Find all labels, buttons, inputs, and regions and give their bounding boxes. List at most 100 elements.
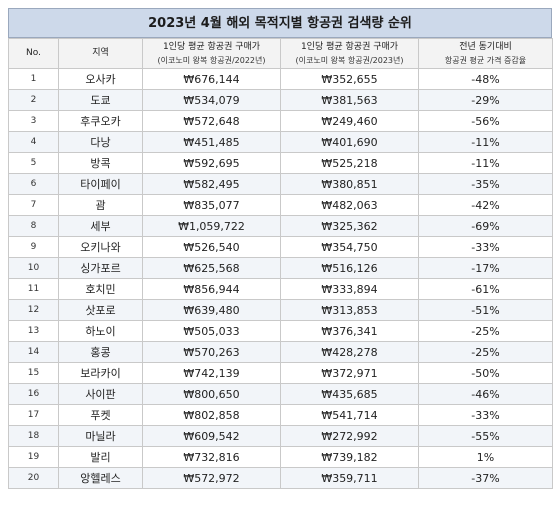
cell-change: -69% [418, 215, 553, 237]
table-row: 3 후쿠오카 ₩572,648 ₩249,460 -56% [8, 110, 553, 132]
table-row: 13 하노이 ₩505,033 ₩376,341 -25% [8, 320, 553, 342]
cell-price-2022: ₩570,263 [142, 341, 281, 363]
cell-price-2022: ₩732,816 [142, 446, 281, 468]
table-row: 9 오키나와 ₩526,540 ₩354,750 -33% [8, 236, 553, 258]
cell-price-2022: ₩676,144 [142, 68, 281, 90]
cell-price-2023: ₩482,063 [280, 194, 419, 216]
cell-change: -11% [418, 152, 553, 174]
cell-price-2022: ₩572,648 [142, 110, 281, 132]
cell-no: 11 [8, 278, 59, 300]
cell-price-2023: ₩541,714 [280, 404, 419, 426]
cell-region: 삿포로 [58, 299, 143, 321]
cell-change: -33% [418, 236, 553, 258]
cell-price-2022: ₩609,542 [142, 425, 281, 447]
cell-price-2022: ₩572,972 [142, 467, 281, 489]
header-change: 전년 동기대비 항공권 평균 가격 증감율 [418, 38, 553, 69]
cell-region: 앙헬레스 [58, 467, 143, 489]
header-price-2022-line2: (이코노미 왕복 항공권/2022년) [157, 55, 266, 65]
cell-price-2022: ₩505,033 [142, 320, 281, 342]
cell-price-2022: ₩802,858 [142, 404, 281, 426]
cell-change: -51% [418, 299, 553, 321]
cell-price-2023: ₩516,126 [280, 257, 419, 279]
table-row: 20 앙헬레스 ₩572,972 ₩359,711 -37% [8, 467, 553, 489]
cell-no: 1 [8, 68, 59, 90]
table-row: 12 삿포로 ₩639,480 ₩313,853 -51% [8, 299, 553, 321]
cell-region: 방콕 [58, 152, 143, 174]
header-price-2023-line1: 1인당 평균 항공권 구매가 [300, 41, 399, 52]
cell-region: 사이판 [58, 383, 143, 405]
cell-change: -46% [418, 383, 553, 405]
cell-price-2023: ₩372,971 [280, 362, 419, 384]
cell-change: -55% [418, 425, 553, 447]
cell-no: 6 [8, 173, 59, 195]
table-row: 18 마닐라 ₩609,542 ₩272,992 -55% [8, 425, 553, 447]
cell-change: -33% [418, 404, 553, 426]
document-container: 2023년 4월 해외 목적지별 항공권 검색량 순위 No. 지역 1인당 평… [8, 8, 553, 489]
cell-region: 하노이 [58, 320, 143, 342]
cell-no: 8 [8, 215, 59, 237]
cell-price-2023: ₩359,711 [280, 467, 419, 489]
cell-no: 20 [8, 467, 59, 489]
header-change-line2: 항공권 평균 가격 증감율 [444, 55, 527, 65]
table-row: 14 홍콩 ₩570,263 ₩428,278 -25% [8, 341, 553, 363]
cell-region: 세부 [58, 215, 143, 237]
cell-price-2022: ₩592,695 [142, 152, 281, 174]
cell-change: -17% [418, 257, 553, 279]
table-row: 5 방콕 ₩592,695 ₩525,218 -11% [8, 152, 553, 174]
cell-region: 홍콩 [58, 341, 143, 363]
cell-price-2023: ₩352,655 [280, 68, 419, 90]
cell-price-2023: ₩333,894 [280, 278, 419, 300]
table-row: 4 다낭 ₩451,485 ₩401,690 -11% [8, 131, 553, 153]
cell-price-2023: ₩380,851 [280, 173, 419, 195]
cell-change: -50% [418, 362, 553, 384]
cell-change: -25% [418, 341, 553, 363]
header-no: No. [8, 38, 59, 69]
cell-price-2023: ₩525,218 [280, 152, 419, 174]
table-row: 11 호치민 ₩856,944 ₩333,894 -61% [8, 278, 553, 300]
cell-price-2022: ₩800,650 [142, 383, 281, 405]
cell-region: 마닐라 [58, 425, 143, 447]
cell-price-2022: ₩625,568 [142, 257, 281, 279]
cell-change: -35% [418, 173, 553, 195]
cell-region: 발리 [58, 446, 143, 468]
table-row: 8 세부 ₩1,059,722 ₩325,362 -69% [8, 215, 553, 237]
cell-region: 도쿄 [58, 89, 143, 111]
cell-no: 9 [8, 236, 59, 258]
table-header-row: No. 지역 1인당 평균 항공권 구매가 (이코노미 왕복 항공권/2022년… [8, 38, 553, 69]
table-row: 2 도쿄 ₩534,079 ₩381,563 -29% [8, 89, 553, 111]
cell-no: 18 [8, 425, 59, 447]
cell-change: -11% [418, 131, 553, 153]
cell-no: 5 [8, 152, 59, 174]
cell-price-2023: ₩313,853 [280, 299, 419, 321]
table-row: 10 싱가포르 ₩625,568 ₩516,126 -17% [8, 257, 553, 279]
cell-price-2023: ₩249,460 [280, 110, 419, 132]
cell-region: 다낭 [58, 131, 143, 153]
cell-price-2023: ₩381,563 [280, 89, 419, 111]
cell-region: 오키나와 [58, 236, 143, 258]
cell-no: 2 [8, 89, 59, 111]
cell-change: -61% [418, 278, 553, 300]
cell-price-2022: ₩639,480 [142, 299, 281, 321]
table-row: 19 발리 ₩732,816 ₩739,182 1% [8, 446, 553, 468]
table-row: 16 사이판 ₩800,650 ₩435,685 -46% [8, 383, 553, 405]
cell-price-2022: ₩534,079 [142, 89, 281, 111]
cell-change: -42% [418, 194, 553, 216]
cell-no: 3 [8, 110, 59, 132]
cell-price-2022: ₩526,540 [142, 236, 281, 258]
cell-price-2022: ₩856,944 [142, 278, 281, 300]
cell-region: 보라카이 [58, 362, 143, 384]
cell-no: 16 [8, 383, 59, 405]
cell-change: -37% [418, 467, 553, 489]
cell-price-2022: ₩1,059,722 [142, 215, 281, 237]
table-row: 17 푸켓 ₩802,858 ₩541,714 -33% [8, 404, 553, 426]
header-price-2023: 1인당 평균 항공권 구매가 (이코노미 왕복 항공권/2023년) [280, 38, 419, 69]
cell-no: 7 [8, 194, 59, 216]
cell-price-2022: ₩835,077 [142, 194, 281, 216]
cell-change: -29% [418, 89, 553, 111]
cell-region: 타이페이 [58, 173, 143, 195]
cell-no: 19 [8, 446, 59, 468]
table-row: 6 타이페이 ₩582,495 ₩380,851 -35% [8, 173, 553, 195]
cell-change: -48% [418, 68, 553, 90]
cell-no: 15 [8, 362, 59, 384]
cell-price-2023: ₩428,278 [280, 341, 419, 363]
